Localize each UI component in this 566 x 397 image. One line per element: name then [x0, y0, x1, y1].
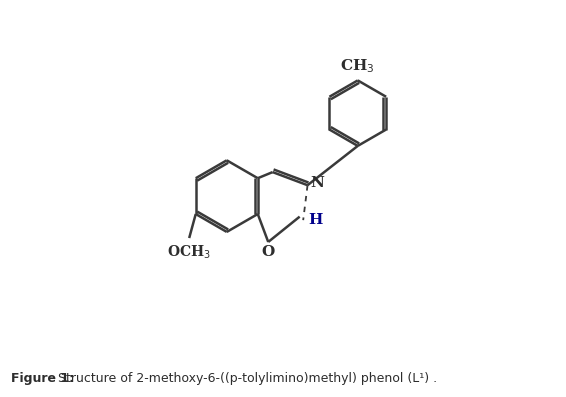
Text: O: O: [261, 245, 275, 260]
Text: Figure 1:: Figure 1:: [11, 372, 75, 385]
Text: CH$_3$: CH$_3$: [341, 58, 375, 75]
Text: OCH$_3$: OCH$_3$: [168, 243, 211, 261]
Text: H: H: [308, 213, 323, 227]
Text: N: N: [311, 176, 324, 190]
Text: Structure of 2-methoxy-6-((p-tolylimino)methyl) phenol (L¹) .: Structure of 2-methoxy-6-((p-tolylimino)…: [54, 372, 437, 385]
